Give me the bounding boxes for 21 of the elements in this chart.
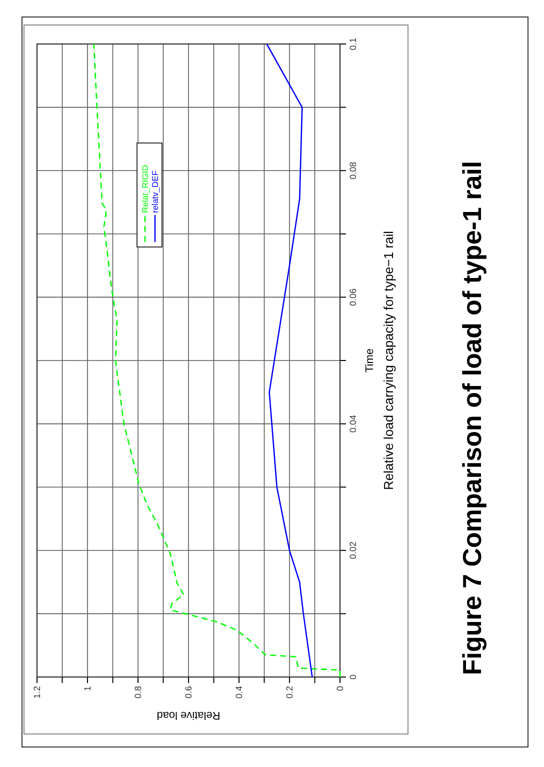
- x-tick-label: 0.8: [133, 686, 143, 699]
- y-tick-label: 0: [348, 674, 358, 680]
- y-tick-label: 0.02: [348, 542, 358, 560]
- x-tick-label: 0.4: [234, 686, 244, 699]
- x-tick-label: 0.2: [284, 686, 294, 699]
- y-tick-label: 0.06: [348, 288, 358, 306]
- y-tick-label: 0.08: [348, 162, 358, 180]
- x-tick-label: 1.2: [32, 686, 42, 699]
- text: Relat_RIGID: [140, 164, 150, 213]
- x-tick-label: 1: [82, 686, 92, 692]
- y-tick-label: 0.1: [348, 38, 358, 50]
- x-axis-title: Relative load: [156, 709, 220, 721]
- x-tick-label: 0.6: [184, 686, 194, 699]
- text: Figure 7 Comparison of load of type-1 rail: [457, 160, 487, 676]
- text: relatv_DEF: [150, 170, 160, 213]
- line-series: [93, 43, 341, 678]
- y-axis-title: Time: [364, 348, 376, 373]
- line-series: [266, 43, 313, 678]
- text: Relative load carrying capacity for type−1 rail: [381, 230, 396, 490]
- y-tick-label: 0.04: [348, 415, 358, 433]
- x-tick-label: 0: [335, 686, 345, 692]
